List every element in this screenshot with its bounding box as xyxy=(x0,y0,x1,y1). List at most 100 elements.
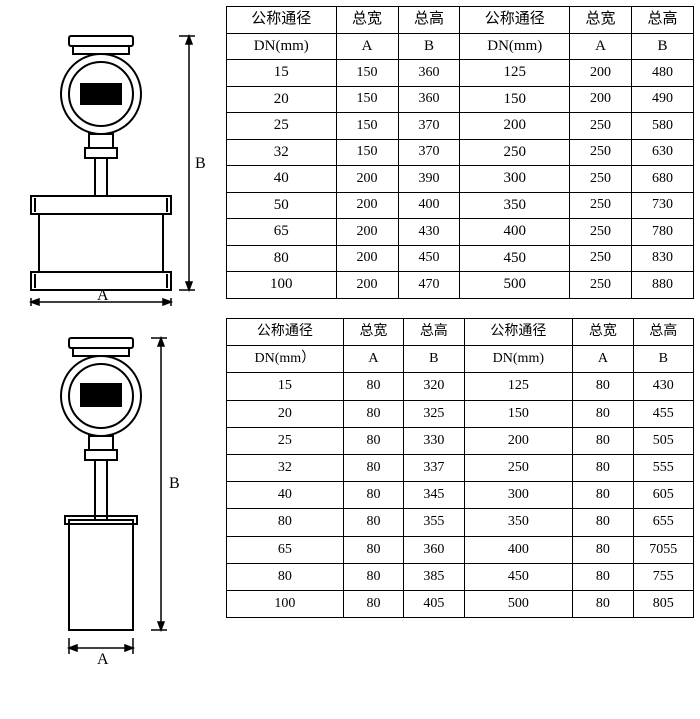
table-cell: 200 xyxy=(336,219,398,246)
table-2-cell: 公称通径 总宽 总高 公称通径 总宽 总高 DN(mm） A B DN(mm) … xyxy=(226,318,694,618)
table-cell: 15 xyxy=(227,373,344,400)
hdr-B-1b: B xyxy=(632,33,694,60)
table-cell: 250 xyxy=(570,219,632,246)
table-cell: 40 xyxy=(227,166,337,193)
table-row: 158032012580430 xyxy=(227,373,694,400)
table-cell: 80 xyxy=(343,482,403,509)
table-cell: 450 xyxy=(464,563,573,590)
table-cell: 200 xyxy=(336,166,398,193)
table-cell: 150 xyxy=(464,400,573,427)
table-cell: 490 xyxy=(632,86,694,113)
table-cell: 150 xyxy=(460,86,570,113)
dim2-label-A: A xyxy=(97,651,109,668)
hdr2-h-a: 总高 xyxy=(404,319,464,346)
dim-label-A: A xyxy=(97,287,109,304)
table-cell: 480 xyxy=(632,60,694,87)
table-row: 100200470500250880 xyxy=(227,272,694,299)
hdr2-dn-a: 公称通径 xyxy=(227,319,344,346)
table-cell: 400 xyxy=(460,219,570,246)
table-cell: 830 xyxy=(632,245,694,272)
table-cell: 300 xyxy=(464,482,573,509)
hdr-B-1a: B xyxy=(398,33,460,60)
table-cell: 7055 xyxy=(633,536,693,563)
table-row: 15150360125200480 xyxy=(227,60,694,87)
dimension-table-2: 公称通径 总宽 总高 公称通径 总宽 总高 DN(mm） A B DN(mm) … xyxy=(226,318,694,618)
hdr-dn-1b: 公称通径 xyxy=(460,7,570,34)
table-cell: 250 xyxy=(570,139,632,166)
table-cell: 405 xyxy=(404,590,464,617)
table-cell: 20 xyxy=(227,400,344,427)
table-cell: 40 xyxy=(227,482,344,509)
table-cell: 32 xyxy=(227,454,344,481)
table-cell: 337 xyxy=(404,454,464,481)
table-cell: 250 xyxy=(464,454,573,481)
table-cell: 65 xyxy=(227,536,344,563)
table-cell: 80 xyxy=(227,563,344,590)
table-cell: 370 xyxy=(398,139,460,166)
table-header-row-1: 公称通径 总宽 总高 公称通径 总宽 总高 xyxy=(227,7,694,34)
table-cell: 80 xyxy=(573,536,633,563)
table-cell: 25 xyxy=(227,113,337,140)
table-cell: 580 xyxy=(632,113,694,140)
table-cell: 470 xyxy=(398,272,460,299)
table-cell: 390 xyxy=(398,166,460,193)
table-cell: 25 xyxy=(227,427,344,454)
table-row: 408034530080605 xyxy=(227,482,694,509)
row-2: A B 公称通径 总宽 总高 公称通径 总宽 xyxy=(6,318,694,678)
table-cell: 455 xyxy=(633,400,693,427)
table-row: 65200430400250780 xyxy=(227,219,694,246)
table-cell: 100 xyxy=(227,590,344,617)
table-cell: 150 xyxy=(336,86,398,113)
table-cell: 250 xyxy=(570,192,632,219)
table-cell: 345 xyxy=(404,482,464,509)
table-cell: 805 xyxy=(633,590,693,617)
hdr-w-1a: 总宽 xyxy=(336,7,398,34)
table-row: 208032515080455 xyxy=(227,400,694,427)
diagram-1-cell: A B xyxy=(6,6,216,306)
hdr2-B-b: B xyxy=(633,346,693,373)
table-row: 25150370200250580 xyxy=(227,113,694,140)
table-row: 1008040550080805 xyxy=(227,590,694,617)
table-header-row-2: DN(mm) A B DN(mm) A B xyxy=(227,33,694,60)
table-cell: 350 xyxy=(460,192,570,219)
hdr-A-1b: A xyxy=(570,33,632,60)
table-cell: 80 xyxy=(343,509,403,536)
table-cell: 200 xyxy=(570,86,632,113)
page: A B 公称通径 总宽 总高 公称通径 总宽 xyxy=(6,6,694,678)
table-cell: 200 xyxy=(336,245,398,272)
table-cell: 400 xyxy=(464,536,573,563)
table-cell: 125 xyxy=(464,373,573,400)
hdr2-dn-b: 公称通径 xyxy=(464,319,573,346)
table-cell: 200 xyxy=(336,272,398,299)
hdr2-dnmm-a: DN(mm） xyxy=(227,346,344,373)
table-cell: 500 xyxy=(464,590,573,617)
hdr2-h-b: 总高 xyxy=(633,319,693,346)
table-cell: 555 xyxy=(633,454,693,481)
table-cell: 65 xyxy=(227,219,337,246)
table-cell: 80 xyxy=(573,563,633,590)
table-cell: 200 xyxy=(570,60,632,87)
table-cell: 80 xyxy=(573,454,633,481)
table-cell: 355 xyxy=(404,509,464,536)
hdr-dnmm-1b: DN(mm) xyxy=(460,33,570,60)
table-cell: 50 xyxy=(227,192,337,219)
table-cell: 385 xyxy=(404,563,464,590)
table-cell: 250 xyxy=(570,166,632,193)
table-cell: 32 xyxy=(227,139,337,166)
hdr-dnmm-1a: DN(mm) xyxy=(227,33,337,60)
table-row: 328033725080555 xyxy=(227,454,694,481)
row-1: A B 公称通径 总宽 总高 公称通径 总宽 xyxy=(6,6,694,306)
diagram-2-cell: A B xyxy=(6,318,216,678)
table-cell: 325 xyxy=(404,400,464,427)
table-cell: 80 xyxy=(343,563,403,590)
dim-label-B: B xyxy=(195,155,206,172)
table-cell: 630 xyxy=(632,139,694,166)
table-row: 808035535080655 xyxy=(227,509,694,536)
hdr-h-1a: 总高 xyxy=(398,7,460,34)
table-cell: 100 xyxy=(227,272,337,299)
table-row: 80200450450250830 xyxy=(227,245,694,272)
table-cell: 150 xyxy=(336,139,398,166)
hdr2-B-a: B xyxy=(404,346,464,373)
table-cell: 450 xyxy=(460,245,570,272)
table-row: 808038545080755 xyxy=(227,563,694,590)
